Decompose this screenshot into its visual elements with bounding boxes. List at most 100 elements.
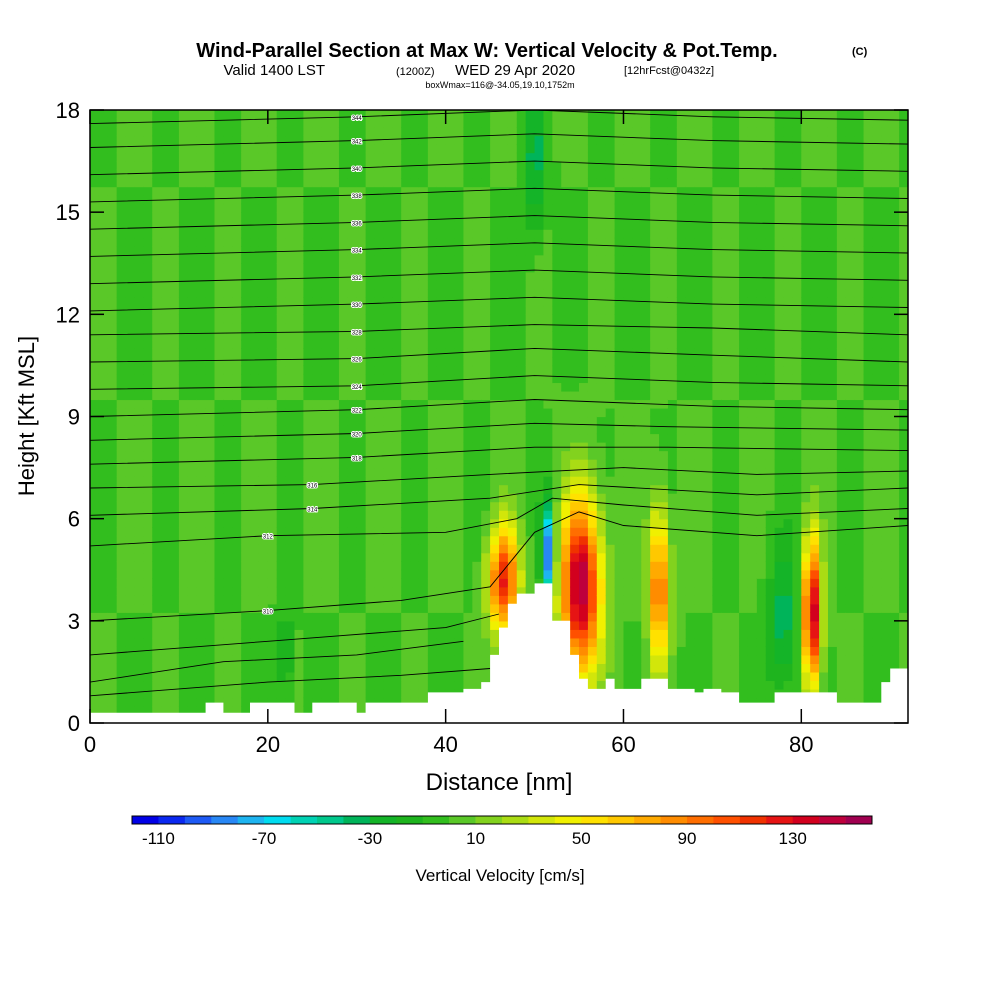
velocity-cell bbox=[187, 603, 198, 613]
velocity-cell bbox=[525, 535, 536, 545]
velocity-cell bbox=[187, 297, 198, 307]
velocity-cell bbox=[418, 339, 429, 349]
velocity-cell bbox=[294, 552, 304, 562]
velocity-cell bbox=[534, 118, 545, 128]
velocity-cell bbox=[223, 654, 233, 664]
velocity-cell bbox=[205, 229, 216, 239]
velocity-cell bbox=[365, 518, 376, 528]
velocity-cell bbox=[490, 297, 500, 307]
velocity-cell bbox=[241, 467, 251, 477]
velocity-cell bbox=[116, 373, 127, 384]
velocity-cell bbox=[143, 280, 153, 290]
velocity-cell bbox=[383, 450, 393, 460]
velocity-cell bbox=[392, 663, 402, 673]
velocity-cell bbox=[347, 484, 358, 494]
velocity-cell bbox=[116, 246, 127, 256]
velocity-cell bbox=[125, 603, 136, 613]
velocity-cell bbox=[570, 399, 580, 409]
velocity-cell bbox=[392, 229, 402, 239]
velocity-cell bbox=[667, 118, 678, 128]
velocity-cell bbox=[525, 127, 536, 137]
velocity-cell bbox=[427, 637, 438, 647]
velocity-cell bbox=[330, 382, 340, 392]
velocity-cell bbox=[667, 339, 678, 349]
velocity-cell bbox=[214, 246, 224, 256]
velocity-cell bbox=[410, 246, 420, 256]
velocity-cell bbox=[445, 671, 456, 682]
velocity-cell bbox=[552, 510, 562, 520]
velocity-cell bbox=[632, 407, 642, 418]
velocity-cell bbox=[98, 569, 109, 579]
velocity-cell bbox=[214, 322, 224, 332]
velocity-cell bbox=[143, 552, 153, 562]
velocity-cell bbox=[534, 348, 545, 358]
velocity-cell bbox=[418, 203, 429, 213]
velocity-cell bbox=[250, 144, 260, 154]
velocity-cell bbox=[454, 246, 465, 256]
velocity-cell bbox=[187, 688, 198, 699]
velocity-cell bbox=[436, 365, 447, 375]
velocity-cell bbox=[694, 510, 705, 520]
velocity-cell bbox=[499, 527, 509, 537]
velocity-cell bbox=[134, 178, 144, 188]
velocity-cell bbox=[312, 586, 322, 596]
velocity-cell bbox=[223, 288, 233, 298]
velocity-cell bbox=[98, 348, 109, 358]
velocity-cell bbox=[285, 671, 296, 682]
velocity-cell bbox=[205, 620, 216, 630]
velocity-cell bbox=[383, 288, 393, 298]
velocity-cell bbox=[276, 254, 287, 264]
velocity-cell bbox=[596, 144, 607, 154]
velocity-cell bbox=[383, 510, 393, 520]
velocity-cell bbox=[347, 271, 358, 281]
velocity-cell bbox=[258, 135, 269, 145]
velocity-cell bbox=[161, 654, 171, 664]
velocity-cell bbox=[214, 331, 224, 341]
velocity-cell bbox=[534, 322, 545, 332]
velocity-cell bbox=[187, 110, 198, 120]
velocity-cell bbox=[418, 348, 429, 358]
velocity-cell bbox=[676, 169, 687, 179]
velocity-cell bbox=[427, 467, 438, 477]
velocity-cell bbox=[321, 527, 331, 537]
velocity-cell bbox=[641, 203, 651, 213]
velocity-cell bbox=[614, 586, 625, 596]
velocity-cell bbox=[436, 671, 447, 682]
velocity-cell bbox=[90, 654, 100, 664]
velocity-cell bbox=[241, 442, 251, 452]
velocity-cell bbox=[427, 339, 438, 349]
velocity-cell bbox=[143, 152, 153, 162]
velocity-cell bbox=[427, 110, 438, 120]
velocity-cell bbox=[134, 399, 144, 409]
velocity-cell bbox=[258, 476, 269, 486]
velocity-cell bbox=[605, 339, 616, 349]
velocity-cell bbox=[125, 195, 136, 205]
velocity-cell bbox=[463, 365, 473, 375]
velocity-cell bbox=[401, 680, 411, 690]
velocity-cell bbox=[481, 220, 491, 230]
velocity-cell bbox=[267, 339, 278, 349]
velocity-cell bbox=[543, 450, 553, 460]
velocity-cell bbox=[587, 586, 598, 596]
velocity-cell bbox=[454, 271, 465, 281]
velocity-cell bbox=[365, 654, 376, 664]
velocity-cell bbox=[454, 552, 465, 562]
velocity-cell bbox=[463, 195, 473, 205]
velocity-cell bbox=[632, 425, 642, 435]
velocity-cell bbox=[579, 212, 589, 222]
velocity-cell bbox=[570, 620, 580, 630]
velocity-cell bbox=[90, 237, 100, 247]
velocity-cell bbox=[321, 322, 331, 332]
velocity-cell bbox=[410, 442, 420, 452]
velocity-cell bbox=[134, 322, 144, 332]
velocity-cell bbox=[178, 390, 189, 401]
velocity-cell bbox=[490, 484, 500, 494]
velocity-cell bbox=[294, 629, 304, 639]
velocity-cell bbox=[534, 178, 545, 188]
velocity-cell bbox=[490, 195, 500, 205]
velocity-cell bbox=[507, 169, 518, 179]
velocity-cell bbox=[161, 595, 171, 605]
velocity-cell bbox=[294, 535, 304, 545]
velocity-cell bbox=[330, 620, 340, 630]
velocity-cell bbox=[125, 246, 136, 256]
